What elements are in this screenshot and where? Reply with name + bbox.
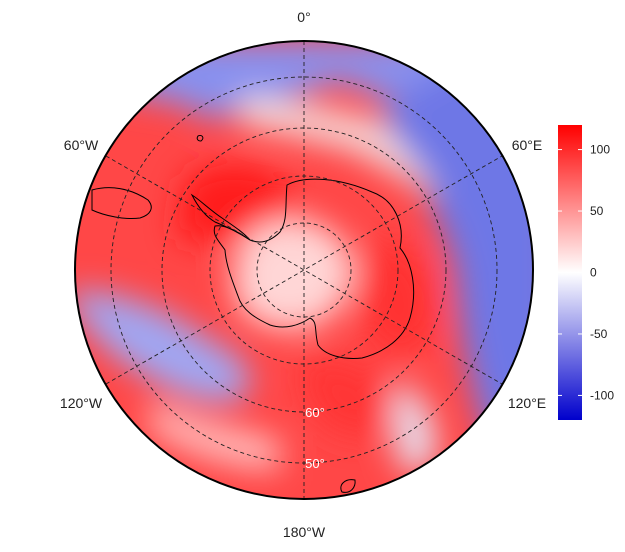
lon-label-120w: 120°W xyxy=(60,395,103,411)
lon-label-0: 0° xyxy=(297,9,310,25)
map-border xyxy=(74,40,534,500)
small-island-1 xyxy=(340,479,356,493)
south-america-tip xyxy=(91,187,152,219)
colorbar-tick-label: 50 xyxy=(590,204,604,218)
small-island-2 xyxy=(196,135,204,142)
meridian-60 xyxy=(105,155,503,385)
colorbar-tick-label: -50 xyxy=(590,327,608,341)
negative-west xyxy=(75,290,250,402)
lon-label-120e: 120°E xyxy=(508,395,546,411)
lon-label-60e: 60°E xyxy=(512,137,543,153)
colorbar-ticks: 100 50 0 -50 -100 xyxy=(558,143,614,402)
lon-label-180w: 180°W xyxy=(283,524,326,540)
colorbar-tick-label: 100 xyxy=(590,143,610,157)
positive-south-lobe xyxy=(300,357,392,437)
colorbar-tick-label: 0 xyxy=(590,266,597,280)
colorbar: 100 50 0 -50 -100 xyxy=(558,125,614,420)
colorbar-tick-label: -100 xyxy=(590,388,614,402)
meridian-120 xyxy=(105,155,503,385)
graticule xyxy=(105,41,503,499)
neutral-east-band xyxy=(394,380,436,470)
neutral-north-band xyxy=(240,95,440,200)
antarctic-peninsula xyxy=(190,193,251,241)
lat-label-50: 50° xyxy=(305,456,325,471)
positive-east-lobe xyxy=(360,238,437,355)
neutral-southwest-band xyxy=(150,400,280,470)
lon-label-60w: 60°W xyxy=(64,137,99,153)
lat-label-60: 60° xyxy=(305,405,325,420)
